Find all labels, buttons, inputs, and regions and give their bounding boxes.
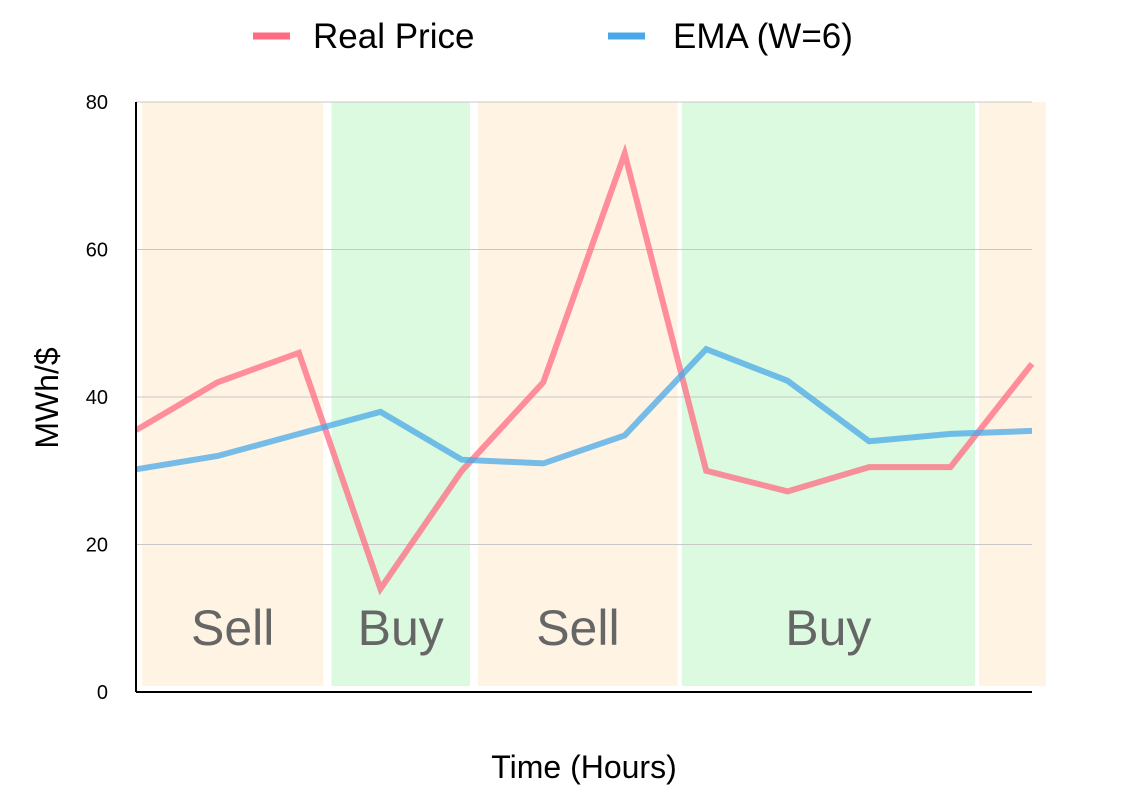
y-tick-label: 0 [97, 682, 108, 704]
region-band [331, 102, 470, 686]
series-line [134, 143, 1035, 596]
region-label: Sell [536, 600, 619, 656]
region-labels: Sell Buy Sell Buy [191, 600, 871, 656]
region-band [142, 102, 324, 686]
region-label: Buy [358, 600, 444, 656]
legend: Real Price EMA (W=6) [253, 17, 853, 56]
y-axis-title: MWh/$ [29, 347, 65, 449]
axes [135, 102, 1032, 693]
region-label: Sell [191, 600, 274, 656]
legend-label: Real Price [313, 17, 474, 56]
region-band [681, 102, 975, 686]
region-band [478, 102, 678, 686]
x-axis-title: Time (Hours) [491, 749, 676, 785]
region-label: Buy [785, 600, 871, 656]
y-tick-label: 80 [86, 92, 108, 114]
y-tick-labels: 0 20 40 60 80 [86, 92, 108, 704]
series-lines [134, 143, 1035, 596]
gridlines [136, 101, 1032, 545]
y-tick-label: 20 [86, 535, 108, 557]
region-bands [142, 102, 1046, 686]
series-line [135, 345, 1033, 473]
region-band [979, 102, 1046, 686]
y-tick-label: 60 [86, 240, 108, 262]
y-tick-label: 40 [86, 387, 108, 409]
legend-label: EMA (W=6) [673, 17, 853, 56]
